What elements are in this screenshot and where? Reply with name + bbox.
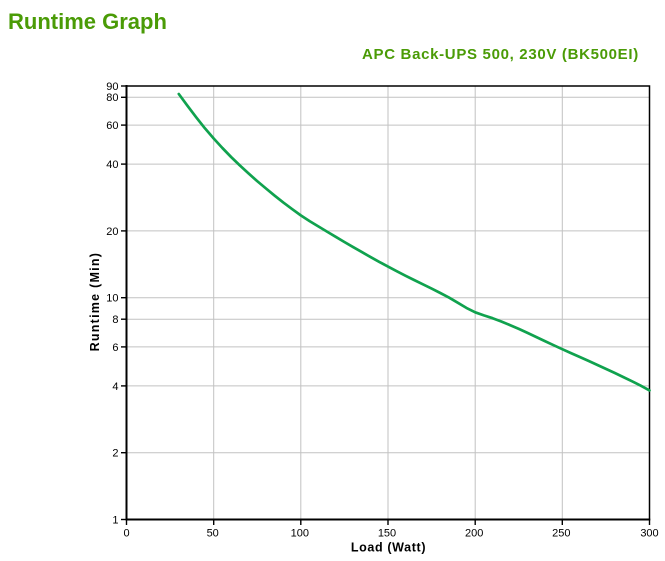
svg-text:20: 20	[106, 226, 118, 238]
svg-text:1: 1	[112, 514, 118, 526]
svg-text:60: 60	[106, 120, 118, 132]
svg-text:200: 200	[465, 528, 483, 540]
svg-text:2: 2	[112, 448, 118, 460]
svg-text:100: 100	[291, 528, 309, 540]
svg-text:Load (Watt): Load (Watt)	[351, 541, 426, 555]
svg-text:4: 4	[112, 381, 118, 393]
svg-text:8: 8	[112, 314, 118, 326]
svg-text:10: 10	[106, 293, 118, 305]
svg-text:Runtime (Min): Runtime (Min)	[88, 252, 102, 352]
svg-text:6: 6	[112, 342, 118, 354]
svg-text:80: 80	[106, 92, 118, 104]
svg-text:50: 50	[207, 528, 219, 540]
svg-text:0: 0	[123, 528, 129, 540]
svg-text:250: 250	[552, 528, 570, 540]
svg-text:300: 300	[640, 528, 658, 540]
svg-text:90: 90	[106, 81, 118, 93]
svg-text:40: 40	[106, 159, 118, 171]
svg-text:150: 150	[378, 528, 396, 540]
